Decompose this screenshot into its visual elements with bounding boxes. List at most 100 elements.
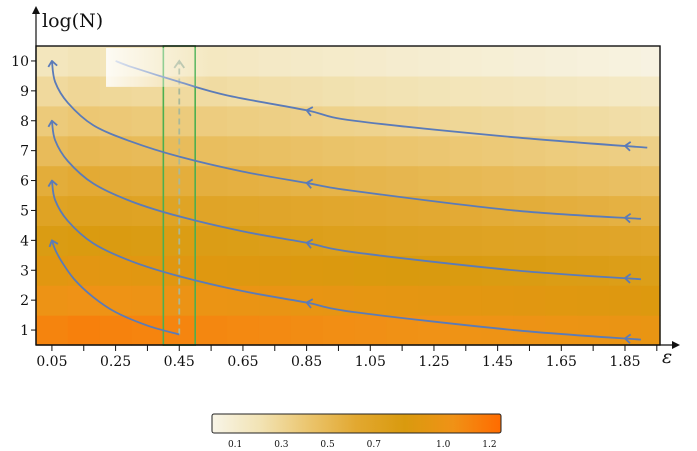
heatmap-cell xyxy=(545,75,578,107)
trajectory-curves xyxy=(47,48,648,344)
heatmap-cell xyxy=(545,46,578,77)
heatmap-cell xyxy=(227,255,260,286)
heatmap-cell xyxy=(258,285,292,316)
trajectory-arrow xyxy=(305,238,314,249)
heatmap-cell xyxy=(386,46,419,77)
heatmap-cell xyxy=(258,255,292,286)
y-axis-label: log(N) xyxy=(42,10,103,32)
heatmap-cell xyxy=(609,165,642,197)
trajectory-arrow xyxy=(305,298,314,309)
heatmap-cell xyxy=(258,225,292,256)
x-tick-label: 1.45 xyxy=(482,354,513,370)
heatmap-cell xyxy=(609,285,642,316)
heatmap-cell xyxy=(513,225,546,256)
heatmap-cell xyxy=(131,315,164,346)
heatmap-cell xyxy=(577,105,610,137)
heatmap-cell xyxy=(36,135,69,167)
x-tick-label: 0.85 xyxy=(291,354,322,370)
x-tick-label: 0.25 xyxy=(100,354,131,370)
heatmap-cell xyxy=(131,285,164,316)
x-axis-arrow xyxy=(672,341,680,349)
heatmap-cell xyxy=(290,75,324,107)
heatmap-cell xyxy=(131,105,164,137)
x-tick-labels: 0.05 0.25 0.45 0.65 0.85 1.05 1.25 1.45 1.65 1.85 xyxy=(36,354,640,370)
x-axis-label: ε xyxy=(662,346,672,368)
heatmap-cell xyxy=(577,75,610,107)
heatmap-cell xyxy=(258,75,292,107)
heatmap-cell xyxy=(545,315,578,346)
trajectory-arrow xyxy=(624,273,632,284)
heatmap-cell xyxy=(290,255,324,286)
y-tick-label: 8 xyxy=(20,114,29,130)
heatmap-cell xyxy=(290,315,324,346)
heatmap-cell xyxy=(36,255,69,286)
trajectory-end-arrow xyxy=(47,179,58,188)
axes xyxy=(31,6,680,351)
heatmap-cell xyxy=(449,195,483,226)
heatmap-cell xyxy=(99,255,133,286)
heatmap-cell xyxy=(640,315,661,346)
heatmap-cell xyxy=(449,255,483,286)
heatmap-cell xyxy=(67,315,101,346)
heatmap-cell xyxy=(322,105,355,137)
heatmap-cell xyxy=(290,135,324,167)
heatmap-cell xyxy=(258,315,292,346)
heatmap-cell xyxy=(609,255,642,286)
y-axis-arrow xyxy=(32,6,40,14)
heatmap-cell xyxy=(322,135,355,167)
x-tick-label: 1.85 xyxy=(609,354,640,370)
heatmap-cell xyxy=(481,105,515,137)
x-tick-label: 1.65 xyxy=(546,354,577,370)
heatmap-cell xyxy=(449,135,483,167)
heatmap-cell xyxy=(36,75,69,107)
heatmap-cell xyxy=(577,255,610,286)
heatmap-cell xyxy=(322,195,355,226)
heatmap-cell xyxy=(609,46,642,77)
heatmap-cell xyxy=(227,285,260,316)
heatmap-cell xyxy=(513,75,546,107)
trajectory-curve xyxy=(51,180,641,341)
heatmap-cell xyxy=(354,75,387,107)
heatmap-cell xyxy=(609,195,642,226)
heatmap-cell xyxy=(513,46,546,77)
x-tick-label: 1.25 xyxy=(418,354,449,370)
heatmap-cell xyxy=(545,255,578,286)
heatmap-cell xyxy=(354,195,387,226)
heatmap-cell xyxy=(640,195,661,226)
heatmap-cell xyxy=(418,255,451,286)
heatmap-cell xyxy=(322,46,355,77)
heatmap-cell xyxy=(99,165,133,197)
heatmap-cell xyxy=(449,46,483,77)
heatmap-cell xyxy=(195,135,228,167)
heatmap-cell xyxy=(449,225,483,256)
heatmap-cell xyxy=(577,165,610,197)
heatmap-cell xyxy=(227,195,260,226)
trajectory-end-arrow xyxy=(47,119,58,128)
heatmap-cell xyxy=(481,225,515,256)
heatmap-cell xyxy=(290,46,324,77)
colorbar-tick-label: 0.1 xyxy=(228,440,242,450)
heatmap-cell xyxy=(67,75,101,107)
heatmap-cell xyxy=(354,255,387,286)
trajectory-curve xyxy=(51,120,641,281)
heatmap-cell xyxy=(195,285,228,316)
heatmap-cell xyxy=(577,46,610,77)
heatmap-cell xyxy=(640,135,661,167)
heatmap-cell xyxy=(322,255,355,286)
heatmap-cell xyxy=(195,315,228,346)
heatmap-cell xyxy=(354,225,387,256)
colorbar-rect xyxy=(211,413,502,434)
heatmap-cell xyxy=(227,135,260,167)
heatmap-cell xyxy=(227,75,260,107)
heatmap-cell xyxy=(577,225,610,256)
heatmap-cell xyxy=(36,195,69,226)
heatmap-cell xyxy=(640,285,661,316)
heatmap-cell xyxy=(545,195,578,226)
heatmap-cell xyxy=(258,46,292,77)
heatmap-cell xyxy=(386,135,419,167)
trajectory-arrow xyxy=(624,333,632,344)
colorbar-tick-label: 1.0 xyxy=(436,440,451,450)
heatmap-cell xyxy=(577,285,610,316)
heatmap-cell xyxy=(513,135,546,167)
